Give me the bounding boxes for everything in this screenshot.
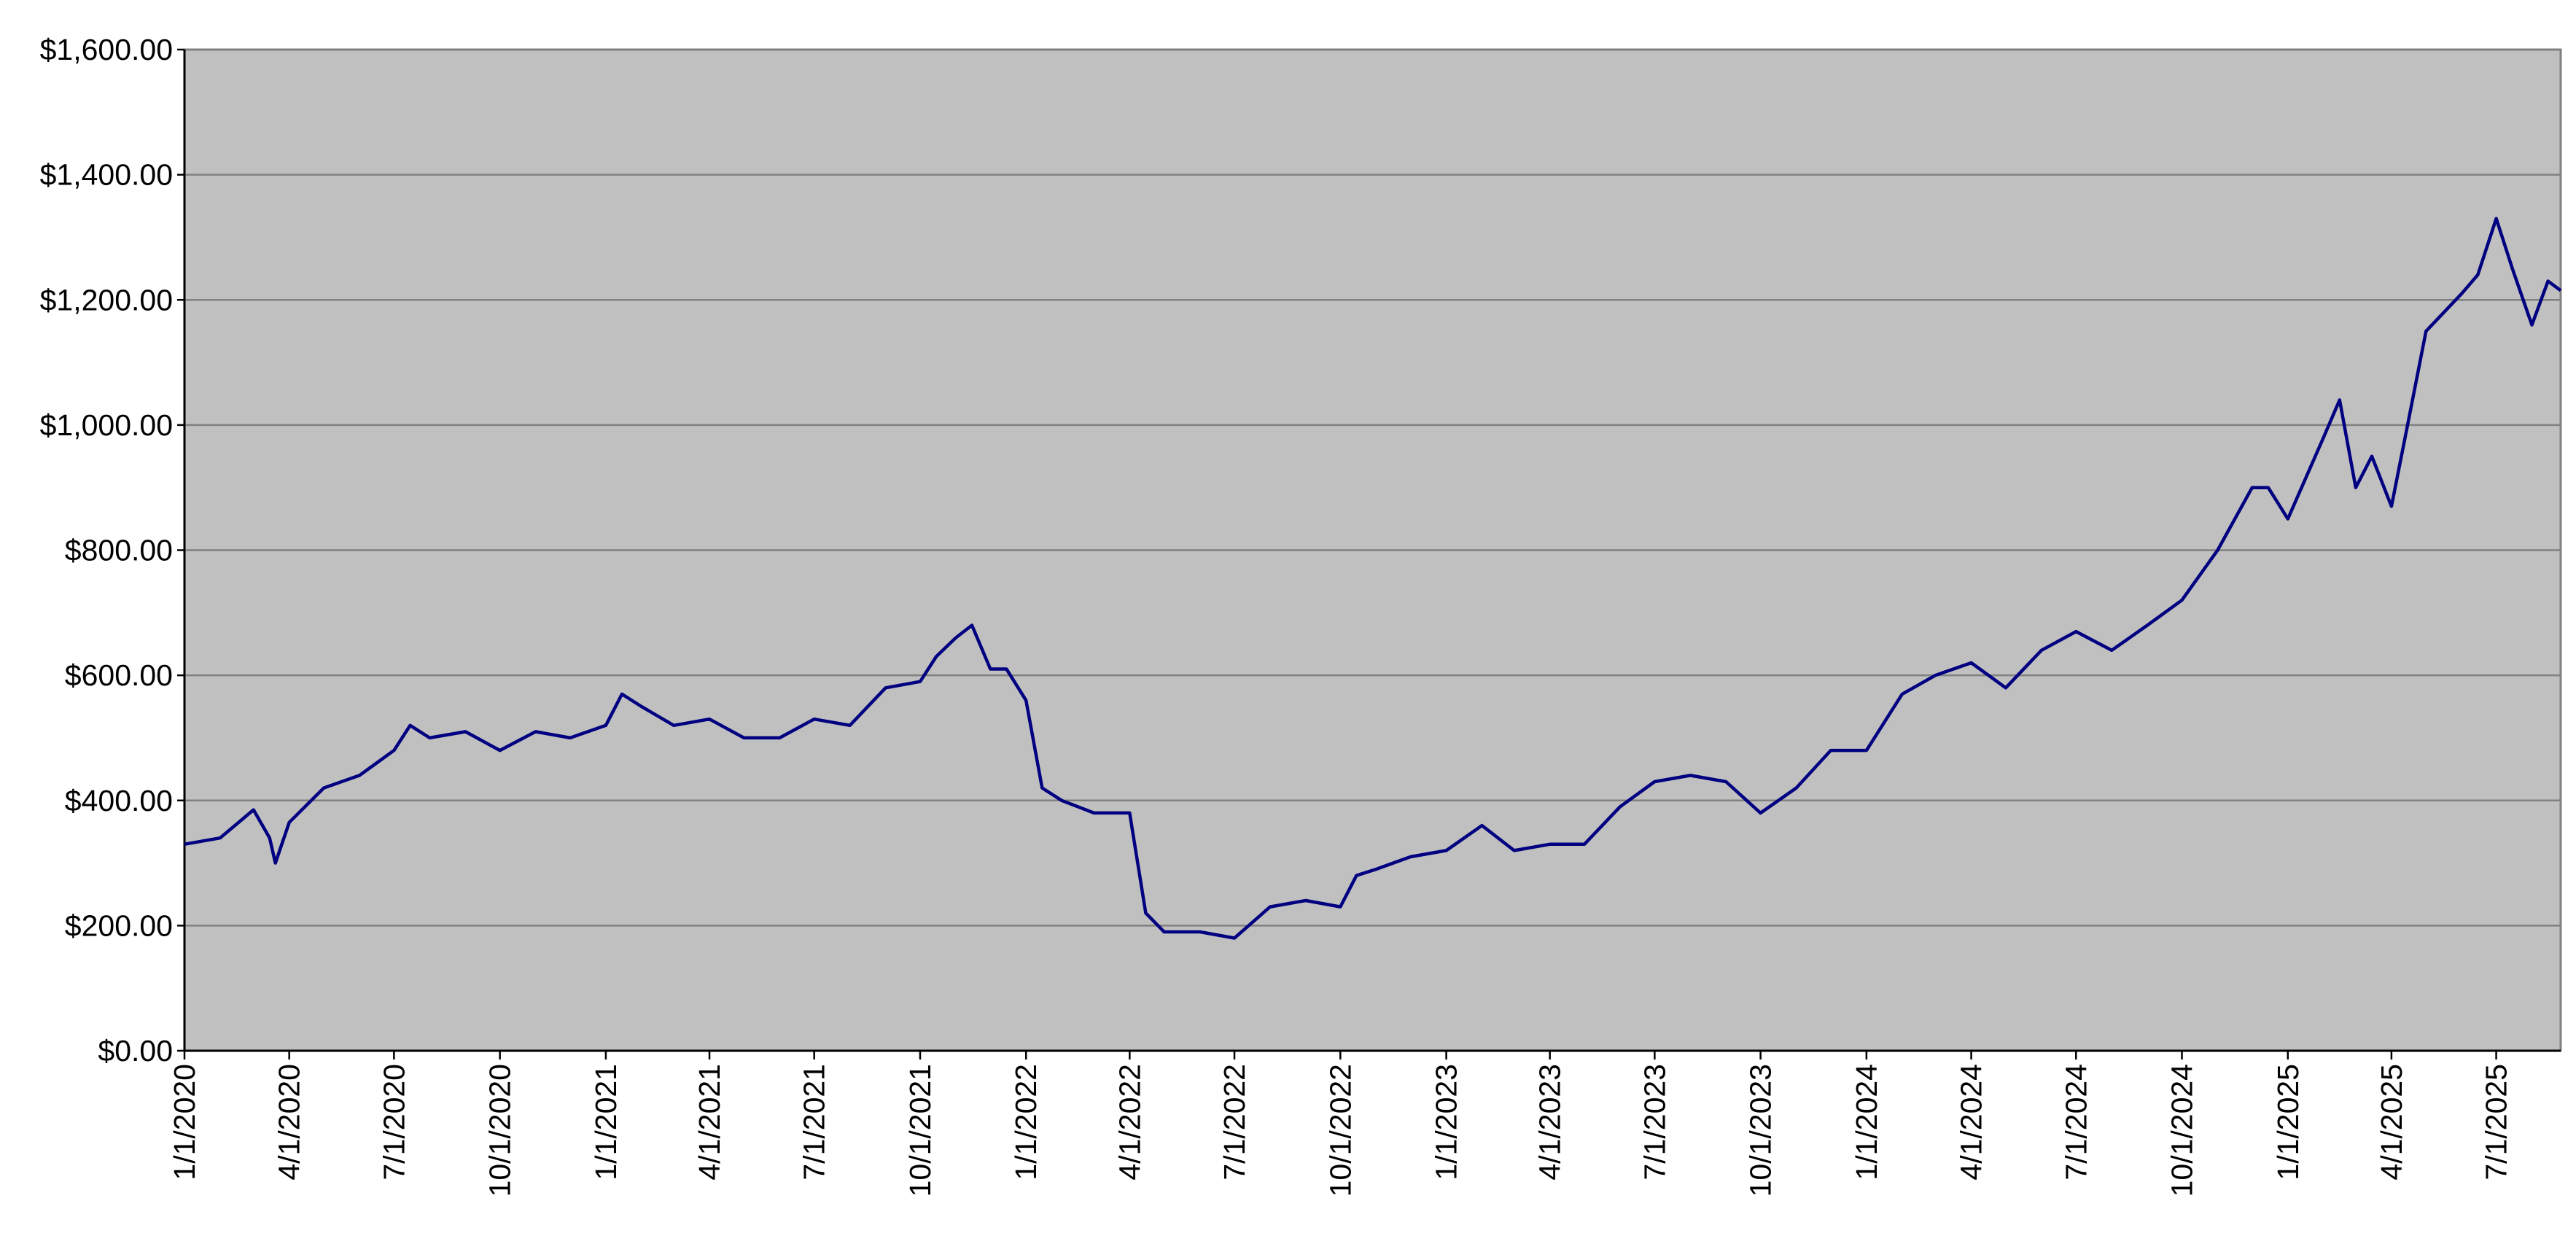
y-tick-label: $1,000.00 (40, 408, 173, 442)
x-tick-label: 1/1/2025 (2271, 1064, 2305, 1181)
x-tick-label: 1/1/2022 (1009, 1064, 1043, 1181)
x-tick-label: 7/1/2020 (377, 1064, 410, 1181)
y-tick-label: $200.00 (65, 909, 173, 942)
x-tick-label: 7/1/2022 (1218, 1064, 1251, 1181)
x-tick-label: 4/1/2024 (1955, 1064, 1988, 1181)
x-tick-label: 10/1/2023 (1744, 1064, 1778, 1197)
x-tick-label: 7/1/2021 (798, 1064, 831, 1181)
y-tick-label: $400.00 (65, 784, 173, 817)
x-tick-label: 4/1/2022 (1113, 1064, 1146, 1181)
y-tick-label: $0.00 (98, 1034, 173, 1068)
x-tick-label: 4/1/2020 (273, 1064, 306, 1181)
x-tick-label: 10/1/2021 (903, 1064, 937, 1197)
x-tick-label: 1/1/2024 (1850, 1064, 1883, 1181)
x-tick-label: 10/1/2020 (483, 1064, 517, 1197)
y-tick-label: $1,200.00 (40, 283, 173, 316)
data-line (184, 217, 2562, 940)
x-tick-label: 4/1/2023 (1533, 1064, 1567, 1181)
y-tick-label: $600.00 (65, 658, 173, 692)
y-tick-label: $1,400.00 (40, 158, 173, 192)
x-tick-label: 10/1/2024 (2166, 1064, 2199, 1197)
x-tick-label: 4/1/2021 (693, 1064, 726, 1181)
x-tick-label: 10/1/2022 (1323, 1064, 1357, 1197)
x-tick-label: 4/1/2025 (2375, 1064, 2408, 1181)
x-tick-label: 1/1/2023 (1430, 1064, 1463, 1181)
x-tick-label: 7/1/2023 (1638, 1064, 1671, 1181)
x-tick-label: 7/1/2024 (2059, 1064, 2093, 1181)
y-tick-label: $800.00 (65, 534, 173, 567)
x-tick-label: 1/1/2020 (168, 1064, 201, 1181)
y-tick-label: $1,600.00 (40, 33, 173, 66)
x-tick-label: 7/1/2025 (2480, 1064, 2513, 1181)
x-tick-label: 1/1/2021 (589, 1064, 623, 1181)
